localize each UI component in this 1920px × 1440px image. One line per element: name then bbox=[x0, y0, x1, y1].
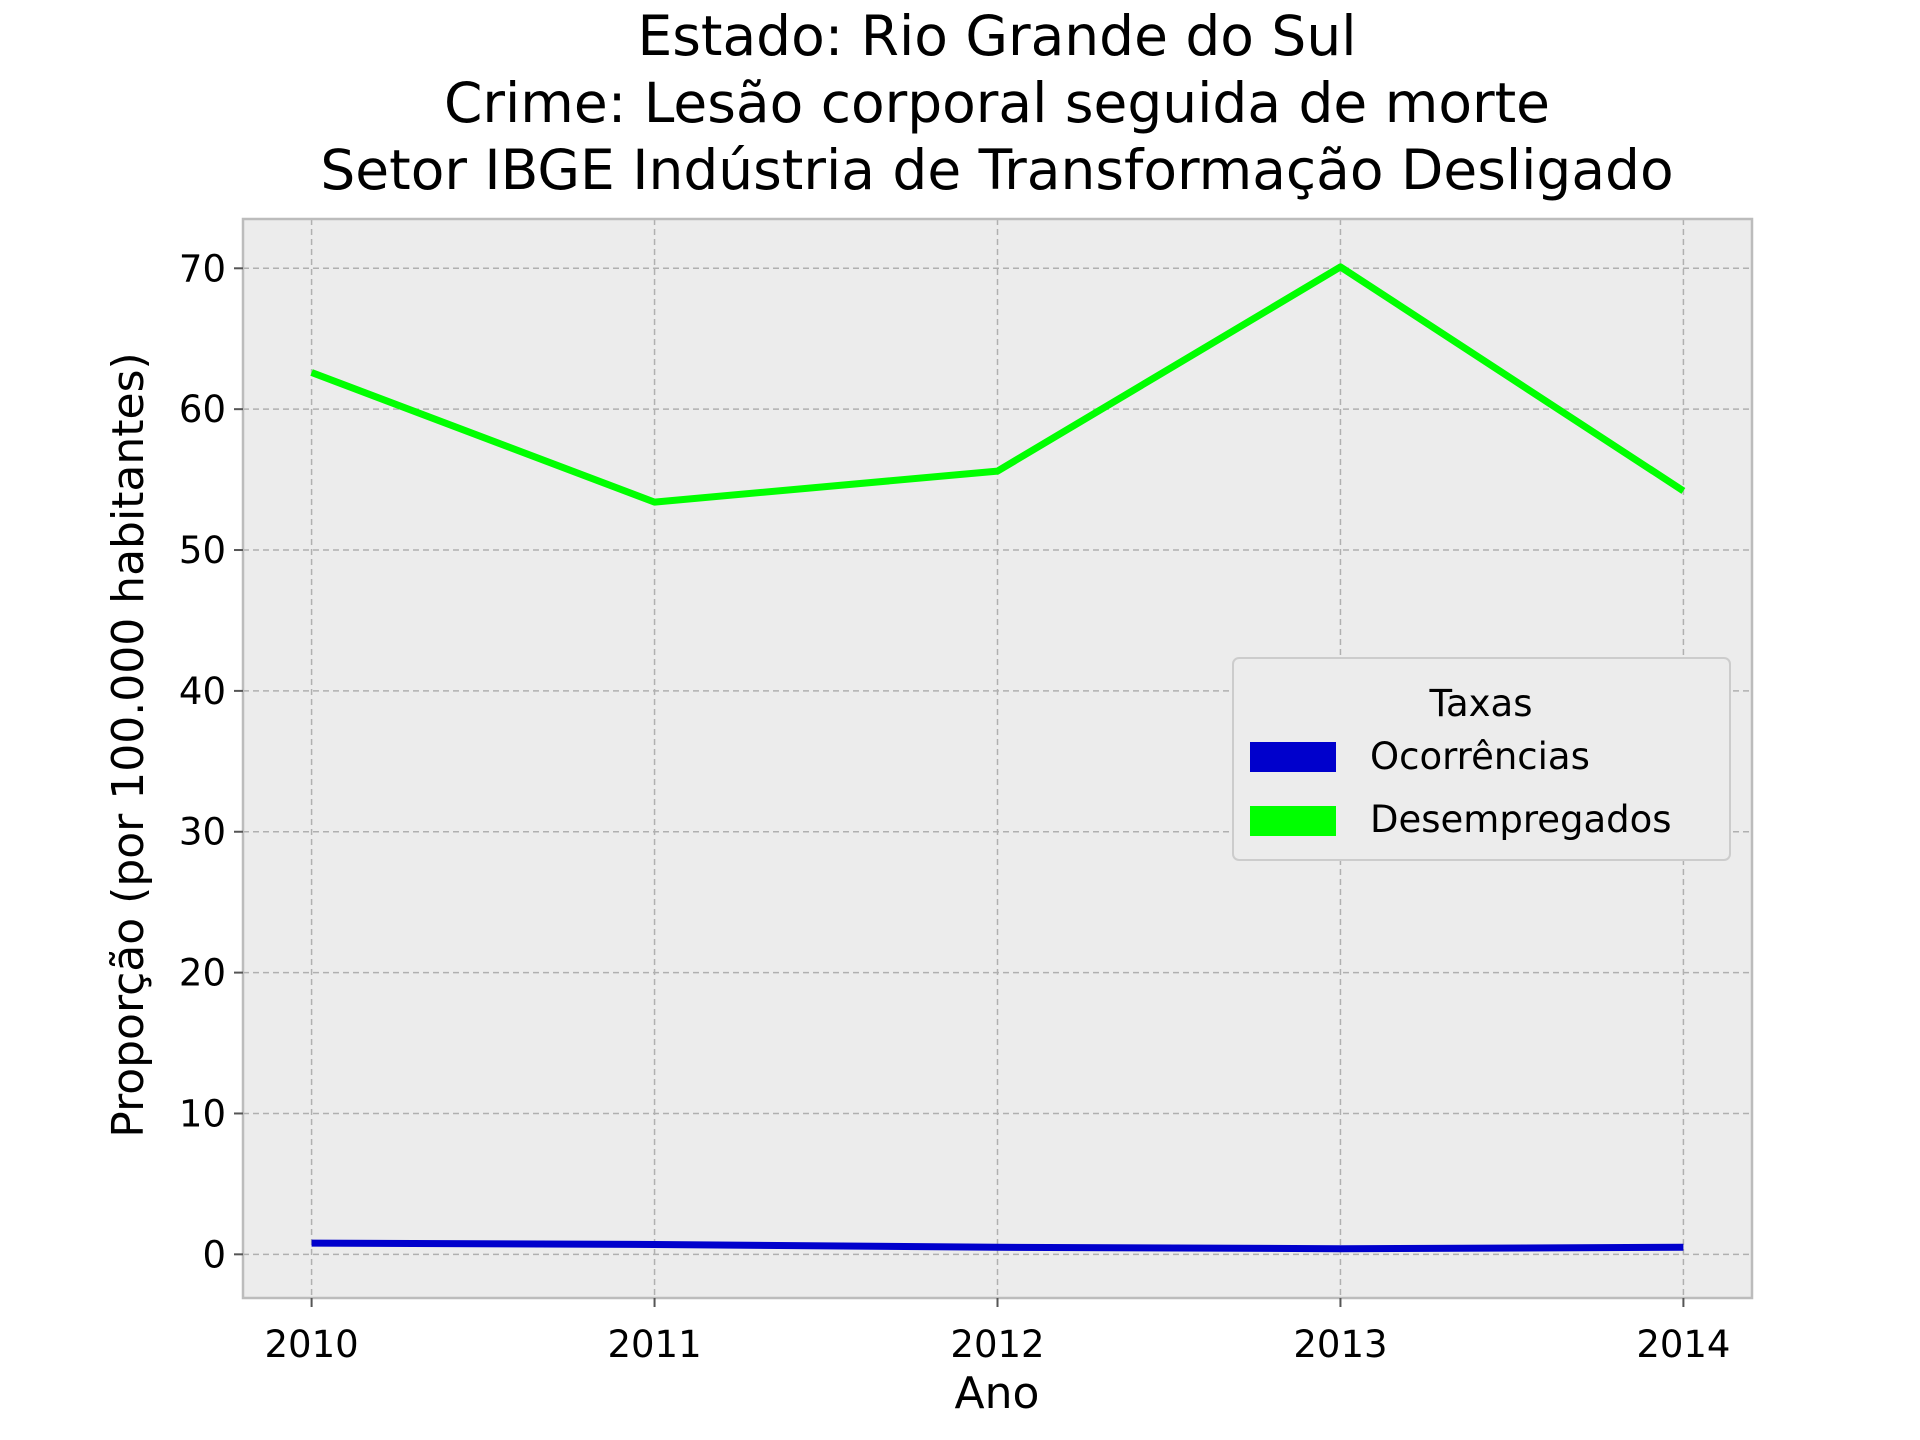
x-tick-label: 2012 bbox=[950, 1323, 1044, 1366]
series-line-desempregados bbox=[310, 263, 1686, 506]
y-tick-label: 0 bbox=[202, 1233, 226, 1276]
series-line-ocorrencias bbox=[311, 1239, 1684, 1253]
grid bbox=[243, 219, 1752, 1298]
x-tick-label: 2010 bbox=[265, 1323, 359, 1366]
title-line-3: Setor IBGE Indústria de Transformação De… bbox=[320, 138, 1673, 202]
x-axis-ticks: 2010 2011 2012 2013 2014 bbox=[265, 1298, 1730, 1366]
y-tick-label: 30 bbox=[179, 811, 226, 854]
y-tick-label: 20 bbox=[179, 952, 226, 995]
x-tick-label: 2014 bbox=[1636, 1323, 1730, 1366]
y-axis-label: Proporção (por 100.000 habitantes) bbox=[103, 352, 154, 1137]
chart-title: Estado: Rio Grande do Sul Crime: Lesão c… bbox=[320, 4, 1673, 202]
legend-swatch-ocorrencias bbox=[1250, 742, 1336, 772]
series-lines bbox=[310, 263, 1686, 1253]
x-axis-label: Ano bbox=[955, 1368, 1040, 1419]
legend-title: Taxas bbox=[1429, 682, 1533, 725]
y-tick-label: 70 bbox=[179, 247, 226, 290]
legend-label-desempregados: Desempregados bbox=[1370, 798, 1672, 841]
y-tick-label: 40 bbox=[179, 670, 226, 713]
y-tick-label: 50 bbox=[179, 529, 226, 572]
x-tick-label: 2013 bbox=[1293, 1323, 1387, 1366]
x-tick-label: 2011 bbox=[607, 1323, 701, 1366]
legend-label-ocorrencias: Ocorrências bbox=[1370, 735, 1590, 778]
legend-box bbox=[1232, 657, 1731, 861]
legend-swatch-desempregados bbox=[1250, 806, 1336, 836]
y-tick-label: 60 bbox=[179, 388, 226, 431]
y-tick-label: 10 bbox=[179, 1092, 226, 1135]
title-line-2: Crime: Lesão corporal seguida de morte bbox=[444, 71, 1550, 135]
title-line-1: Estado: Rio Grande do Sul bbox=[637, 4, 1356, 68]
y-axis-ticks: 0 10 20 30 40 50 60 70 bbox=[179, 247, 243, 1276]
legend: Taxas Ocorrências Desempregados bbox=[1232, 657, 1731, 861]
